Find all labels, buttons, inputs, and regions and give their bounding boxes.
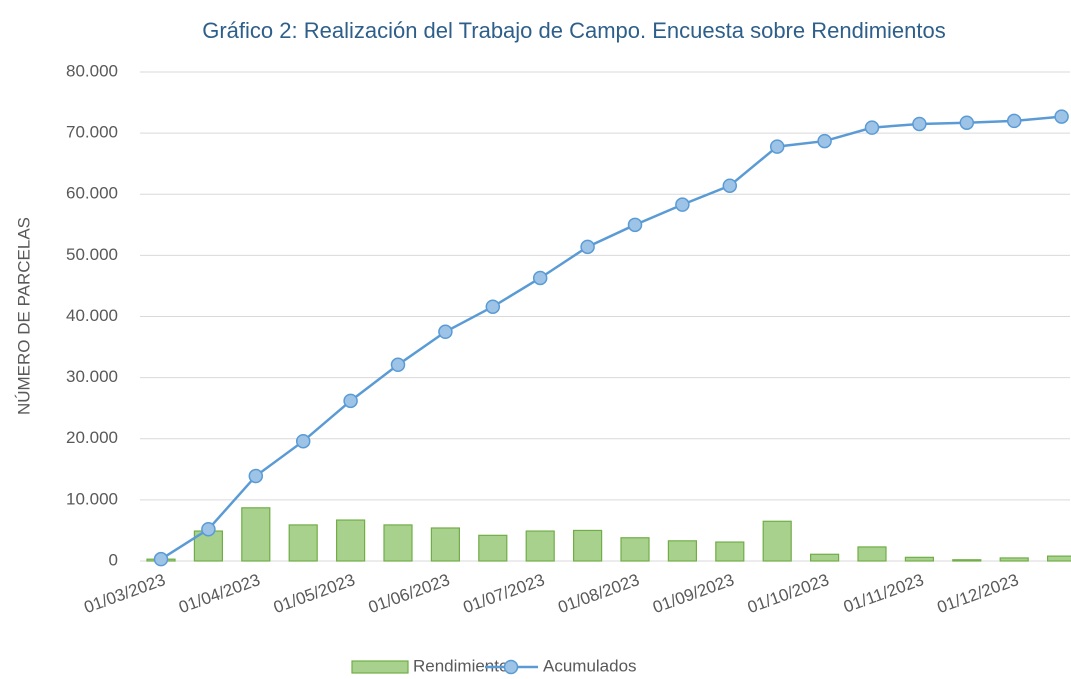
legend-marker — [503, 659, 519, 675]
y-tick-label: 10.000 — [66, 489, 118, 508]
marker — [675, 197, 690, 212]
marker — [248, 468, 264, 484]
bar — [1046, 555, 1071, 562]
x-tick-label: 01/05/2023 — [271, 570, 357, 617]
marker — [295, 433, 311, 449]
y-tick-label: 70.000 — [66, 123, 118, 142]
marker — [817, 133, 832, 149]
marker — [580, 239, 595, 255]
x-tick-label: 01/11/2023 — [841, 570, 926, 617]
x-tick-label: 01/09/2023 — [650, 570, 736, 617]
y-tick-label: 0 — [109, 550, 118, 569]
chart-title: Gráfico 2: Realización del Trabajo de Ca… — [202, 18, 946, 43]
x-tick-label: 01/12/2023 — [935, 570, 1021, 617]
marker — [343, 393, 358, 409]
bar — [241, 507, 271, 562]
x-tick-label: 01/07/2023 — [461, 570, 547, 617]
marker — [485, 299, 501, 314]
x-tick-label: 01/03/2023 — [81, 570, 167, 617]
x-tick-label: 01/10/2023 — [745, 570, 831, 617]
bar — [762, 520, 792, 562]
x-tick-label: 01/06/2023 — [366, 570, 452, 617]
bar — [904, 556, 935, 562]
y-tick-label: 40.000 — [66, 306, 118, 325]
x-tick-label: 01/08/2023 — [555, 570, 641, 617]
bar — [667, 540, 698, 562]
y-tick-label: 60.000 — [66, 184, 118, 203]
x-tick-label: 01/04/2023 — [176, 570, 262, 617]
bar — [430, 527, 460, 562]
legend-label: Acumulados — [543, 656, 637, 675]
bar — [383, 524, 413, 562]
y-tick-label: 30.000 — [66, 367, 118, 386]
marker — [959, 115, 975, 130]
marker — [1006, 113, 1022, 129]
marker — [390, 357, 406, 373]
marker — [1054, 109, 1069, 124]
marker — [864, 120, 880, 135]
legend-label: Rendimientos — [413, 656, 517, 675]
marker — [201, 521, 216, 537]
bar — [952, 559, 982, 562]
marker — [722, 178, 738, 193]
bar — [809, 553, 840, 562]
marker — [769, 139, 785, 154]
bar — [572, 529, 603, 562]
marker — [438, 324, 453, 340]
marker — [627, 217, 643, 233]
bar — [857, 546, 887, 562]
y-axis-label: NÚMERO DE PARCELAS — [14, 217, 33, 415]
bar — [336, 519, 366, 562]
y-tick-label: 50.000 — [66, 245, 118, 264]
marker — [912, 116, 927, 132]
marker — [532, 270, 548, 286]
y-tick-label: 80.000 — [66, 61, 118, 80]
bar — [525, 530, 555, 562]
line — [160, 115, 1062, 561]
legend-swatch — [351, 660, 409, 674]
bar — [999, 557, 1029, 562]
bar — [620, 537, 650, 562]
y-tick-label: 20.000 — [66, 428, 118, 447]
marker — [153, 551, 169, 567]
bar — [288, 524, 318, 562]
bar — [715, 541, 745, 562]
bar — [478, 534, 508, 562]
